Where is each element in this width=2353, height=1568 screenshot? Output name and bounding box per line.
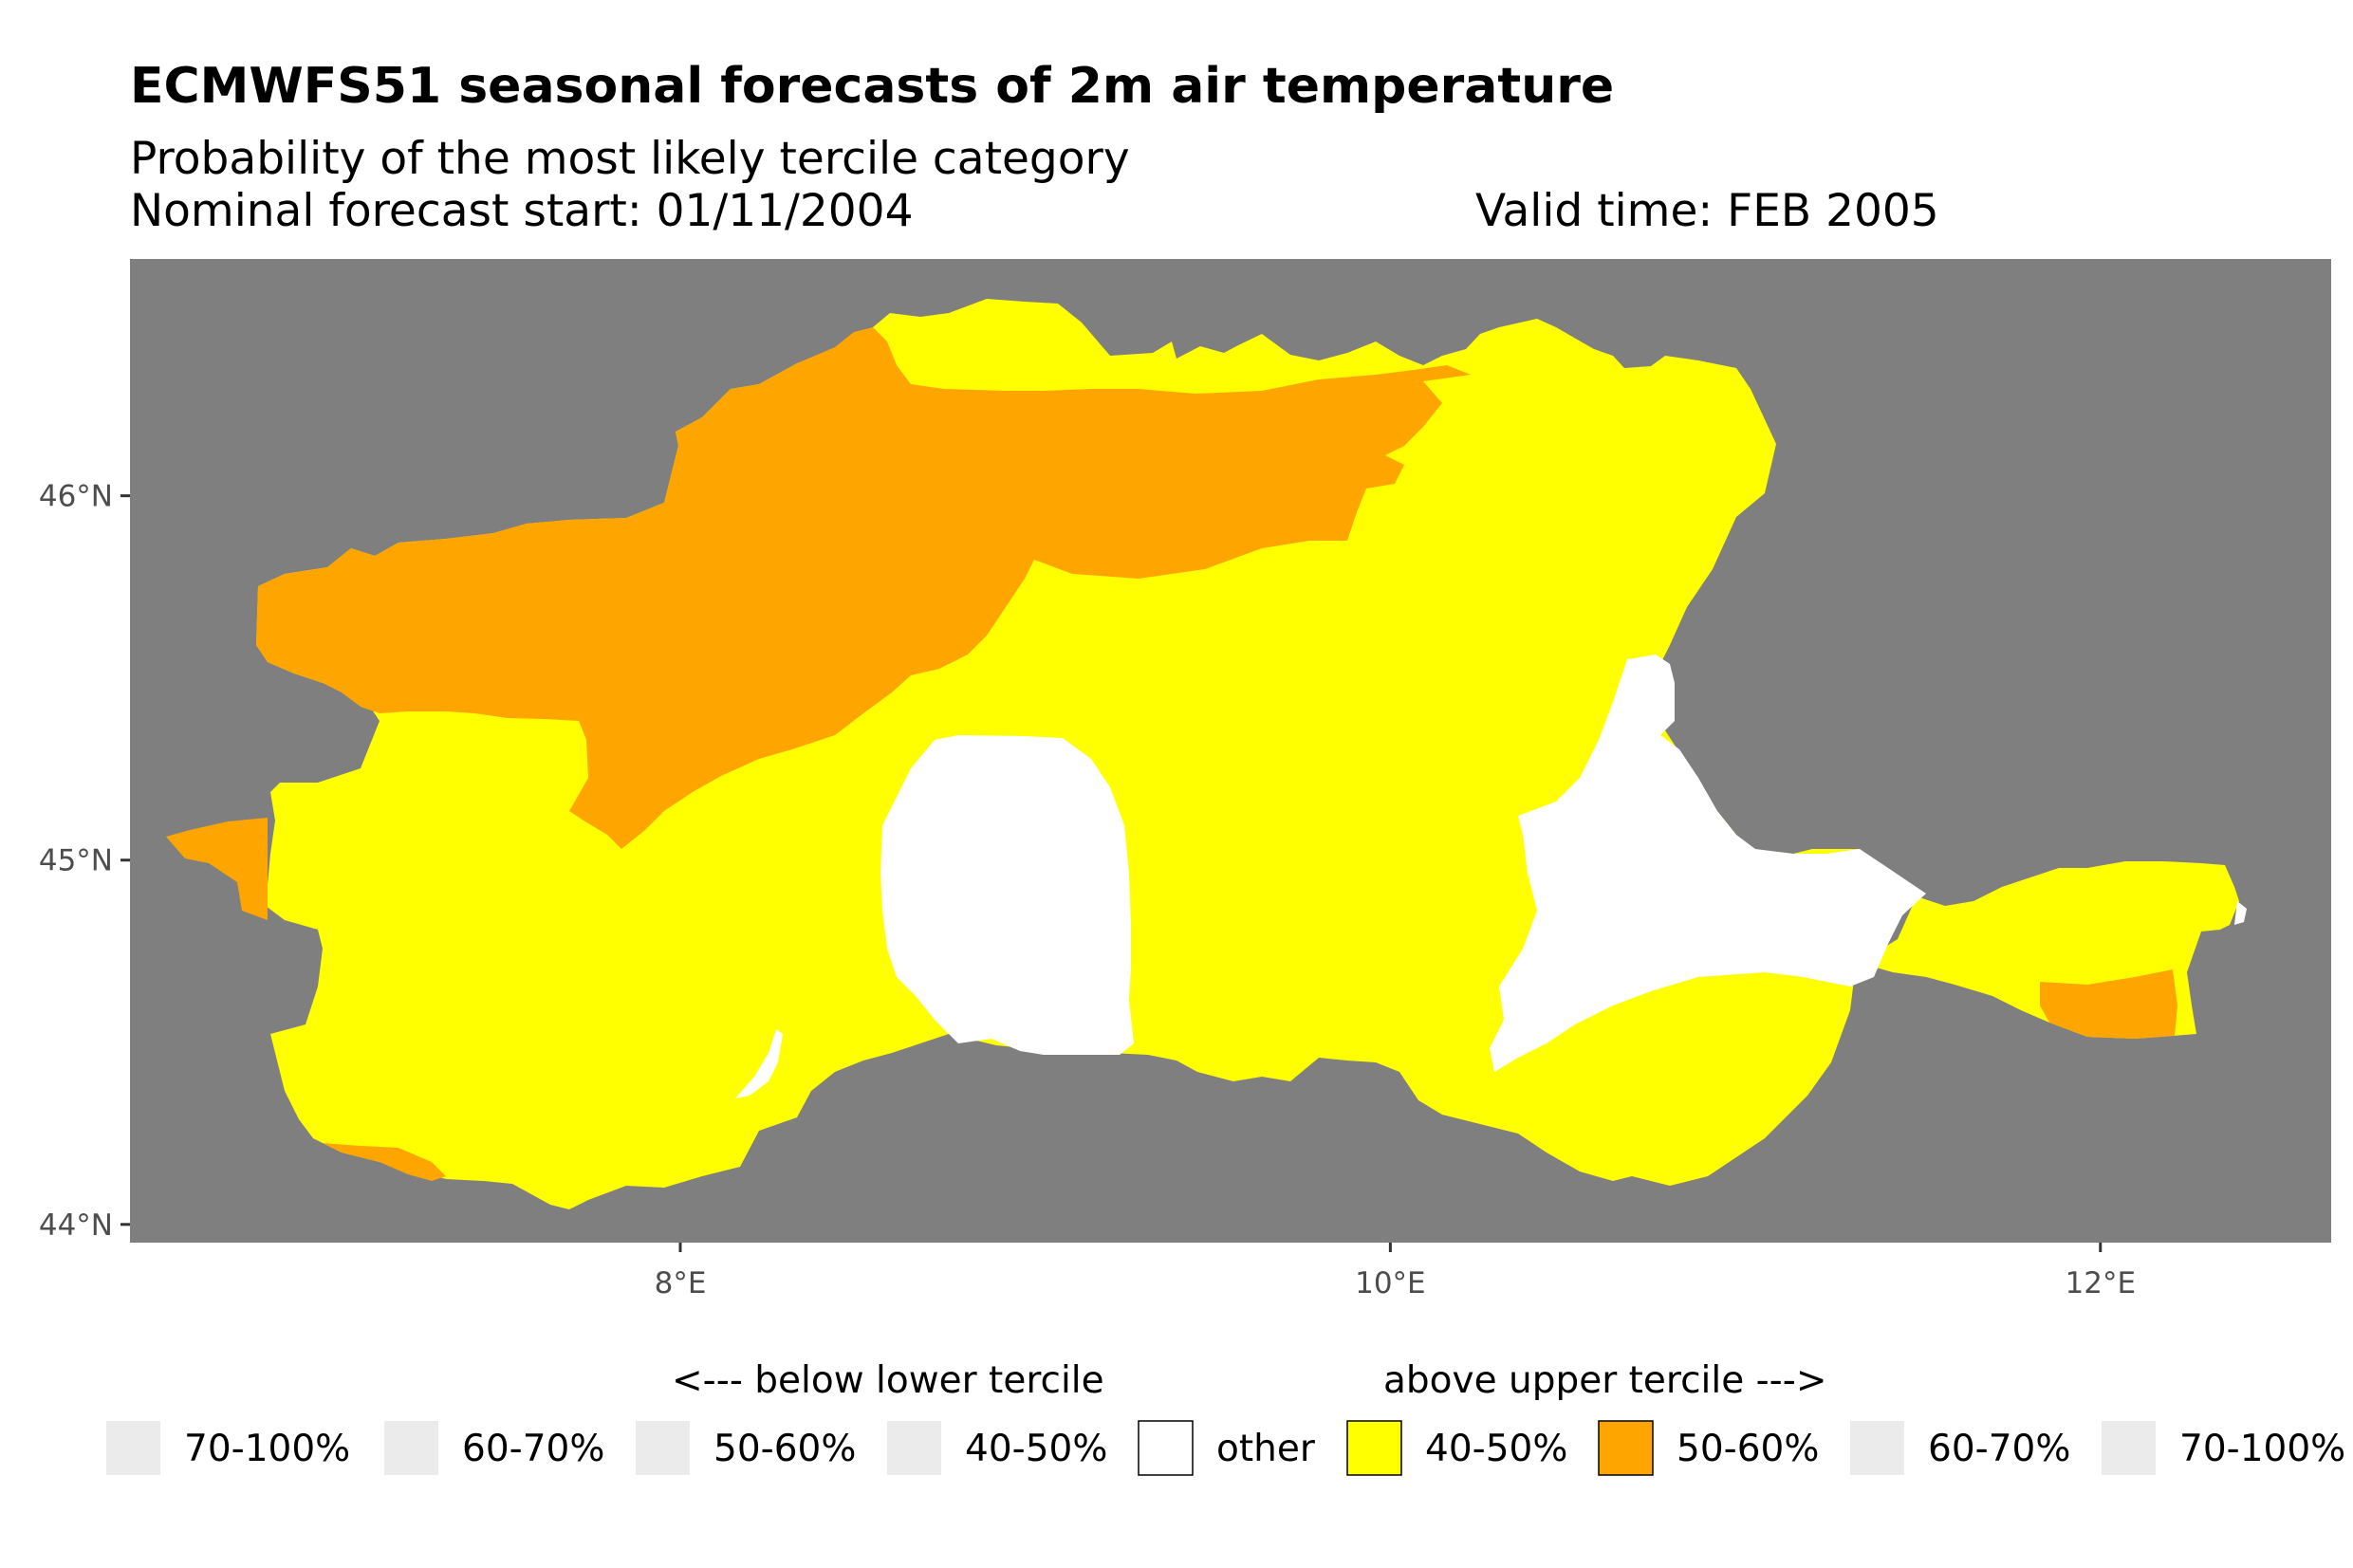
legend-label: 70-100% — [2179, 1428, 2345, 1470]
figure-subtitle: Probability of the most likely tercile c… — [130, 133, 1130, 185]
y-tick-label: 46°N — [39, 480, 113, 514]
y-tick-label: 44°N — [39, 1208, 113, 1243]
region-above-50-60-southwest — [166, 818, 268, 920]
legend-swatch — [106, 1421, 160, 1475]
legend-swatch — [1346, 1420, 1402, 1476]
x-tick-label: 12°E — [2066, 1266, 2137, 1301]
region-above-50-60-south-coast — [323, 1143, 446, 1181]
forecast-start-text: Nominal forecast start: 01/11/2004 — [130, 185, 913, 237]
x-tick-label: 10°E — [1355, 1266, 1426, 1301]
legend-label: 40-50% — [965, 1428, 1107, 1470]
legend-items: 70-100% 60-70% 50-60% 40-50% other 40-50% 50-6… — [106, 1420, 2345, 1476]
legend-label: 40-50% — [1425, 1428, 1567, 1470]
legend-below-header: <--- below lower tercile — [672, 1359, 1104, 1402]
y-axis: 46°N 45°N 44°N — [39, 480, 130, 1243]
region-other-east — [1490, 655, 1926, 1072]
map-panel: 8°E 10°E 12°E 46°N 45°N 44°N — [39, 259, 2331, 1301]
legend-swatch — [2102, 1421, 2156, 1475]
legend-swatch — [1598, 1420, 1654, 1476]
legend-swatch — [636, 1421, 690, 1475]
legend-label: 70-100% — [184, 1428, 350, 1470]
legend-label: other — [1216, 1428, 1316, 1470]
y-tick-label: 45°N — [39, 844, 113, 878]
legend-label: 50-60% — [713, 1428, 856, 1470]
legend-label: 60-70% — [1928, 1428, 2070, 1470]
legend-swatch — [1138, 1420, 1194, 1476]
legend-label: 50-60% — [1677, 1428, 1819, 1470]
legend-above-header: above upper tercile ---> — [1383, 1359, 1827, 1402]
region-above-50-60-east — [2040, 969, 2177, 1039]
x-tick-label: 8°E — [655, 1266, 707, 1301]
legend: <--- below lower tercile above upper ter… — [106, 1359, 2345, 1476]
region-other-east-tip — [2234, 901, 2247, 925]
legend-label: 60-70% — [462, 1428, 604, 1470]
valid-time-text: Valid time: FEB 2005 — [1475, 185, 1939, 237]
x-axis: 8°E 10°E 12°E — [655, 1243, 2136, 1301]
region-above-50-60-north — [256, 327, 1471, 849]
legend-swatch — [384, 1421, 438, 1475]
legend-swatch — [887, 1421, 941, 1475]
legend-swatch — [1850, 1421, 1904, 1475]
region-other-central — [880, 735, 1134, 1055]
figure-title: ECMWFS51 seasonal forecasts of 2m air te… — [130, 58, 1614, 115]
region-other-small-south — [735, 1029, 783, 1098]
